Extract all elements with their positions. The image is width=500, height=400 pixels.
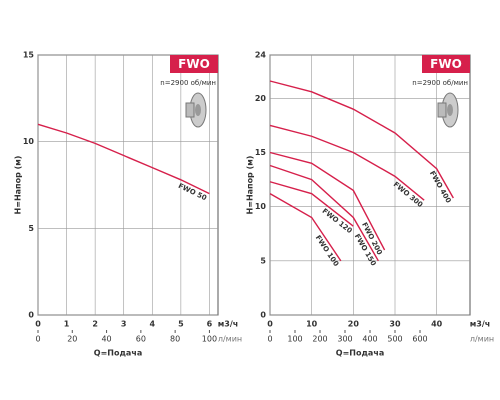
x-tick-label: 2: [92, 320, 98, 329]
pump-motor: [185, 102, 195, 118]
x-tick-label: 6: [207, 320, 213, 329]
chart-subtitle: n=2900 об/мин: [160, 79, 216, 87]
pump-hub: [447, 104, 453, 116]
pump-curve: [37, 123, 210, 195]
y-tick-label: 5: [260, 256, 266, 265]
pump-curve: [269, 193, 342, 262]
y-tick-label: 0: [260, 311, 266, 320]
x2-tick-label: 60: [136, 335, 146, 344]
y-tick-label: 10: [23, 137, 35, 146]
x-tick-label: 20: [348, 320, 360, 329]
x-unit: м3/ч: [218, 320, 239, 329]
x-tick-label: 30: [389, 320, 401, 329]
x2-tick-label: 20: [67, 335, 77, 344]
x-caption: Q=Подача: [336, 349, 384, 358]
x2-tick-label: 100: [287, 335, 302, 344]
x-caption: Q=Подача: [94, 349, 142, 358]
y-tick-label: 0: [28, 311, 34, 320]
pump-icon: [437, 92, 459, 128]
x-tick-label: 0: [267, 320, 273, 329]
pump-motor: [437, 102, 447, 118]
y-axis-label: H=Напор (м): [246, 156, 255, 215]
x-tick-label: 3: [121, 320, 127, 329]
x-tick-label: 1: [64, 320, 70, 329]
x2-tick-label: 40: [101, 335, 111, 344]
x2-tick-label: 100: [202, 335, 217, 344]
x-unit: м3/ч: [470, 320, 491, 329]
y-tick-label: 15: [255, 148, 267, 157]
y-tick-label: 20: [255, 94, 267, 103]
plot-area: [37, 54, 219, 316]
x-tick-label: 0: [35, 320, 41, 329]
x2-tick-label: 600: [412, 335, 427, 344]
y-tick-label: 24: [255, 51, 267, 60]
pump-curve: [269, 151, 386, 251]
x-tick-label: 4: [149, 320, 155, 329]
y-tick-label: 10: [255, 202, 267, 211]
x2-tick-label: 300: [337, 335, 352, 344]
y-tick-label: 5: [28, 224, 34, 233]
x2-tick-label: 400: [362, 335, 377, 344]
pump-curve: [269, 181, 354, 227]
y-tick-label: 15: [23, 51, 35, 60]
x2-tick-label: 500: [387, 335, 402, 344]
x-tick-label: 40: [431, 320, 443, 329]
pump-icon: [185, 92, 207, 128]
x2-unit: л/мин: [470, 335, 494, 344]
pump-curve: [269, 164, 379, 262]
pump-curve: [269, 80, 454, 199]
x-tick-label: 5: [178, 320, 184, 329]
title-badge: [170, 55, 218, 73]
chart-subtitle: n=2900 об/мин: [412, 79, 468, 87]
x2-tick-label: 80: [170, 335, 180, 344]
x2-unit: л/мин: [218, 335, 242, 344]
chart-title: FWO: [178, 57, 210, 71]
x2-tick-label: 0: [267, 335, 272, 344]
y-axis-label: H=Напор (м): [14, 156, 23, 215]
title-badge: [422, 55, 470, 73]
x-tick-label: 10: [306, 320, 318, 329]
chart-title: FWO: [430, 57, 462, 71]
x2-tick-label: 200: [312, 335, 327, 344]
pump-hub: [195, 104, 201, 116]
pump-curve: [269, 124, 425, 201]
x2-tick-label: 0: [35, 335, 40, 344]
